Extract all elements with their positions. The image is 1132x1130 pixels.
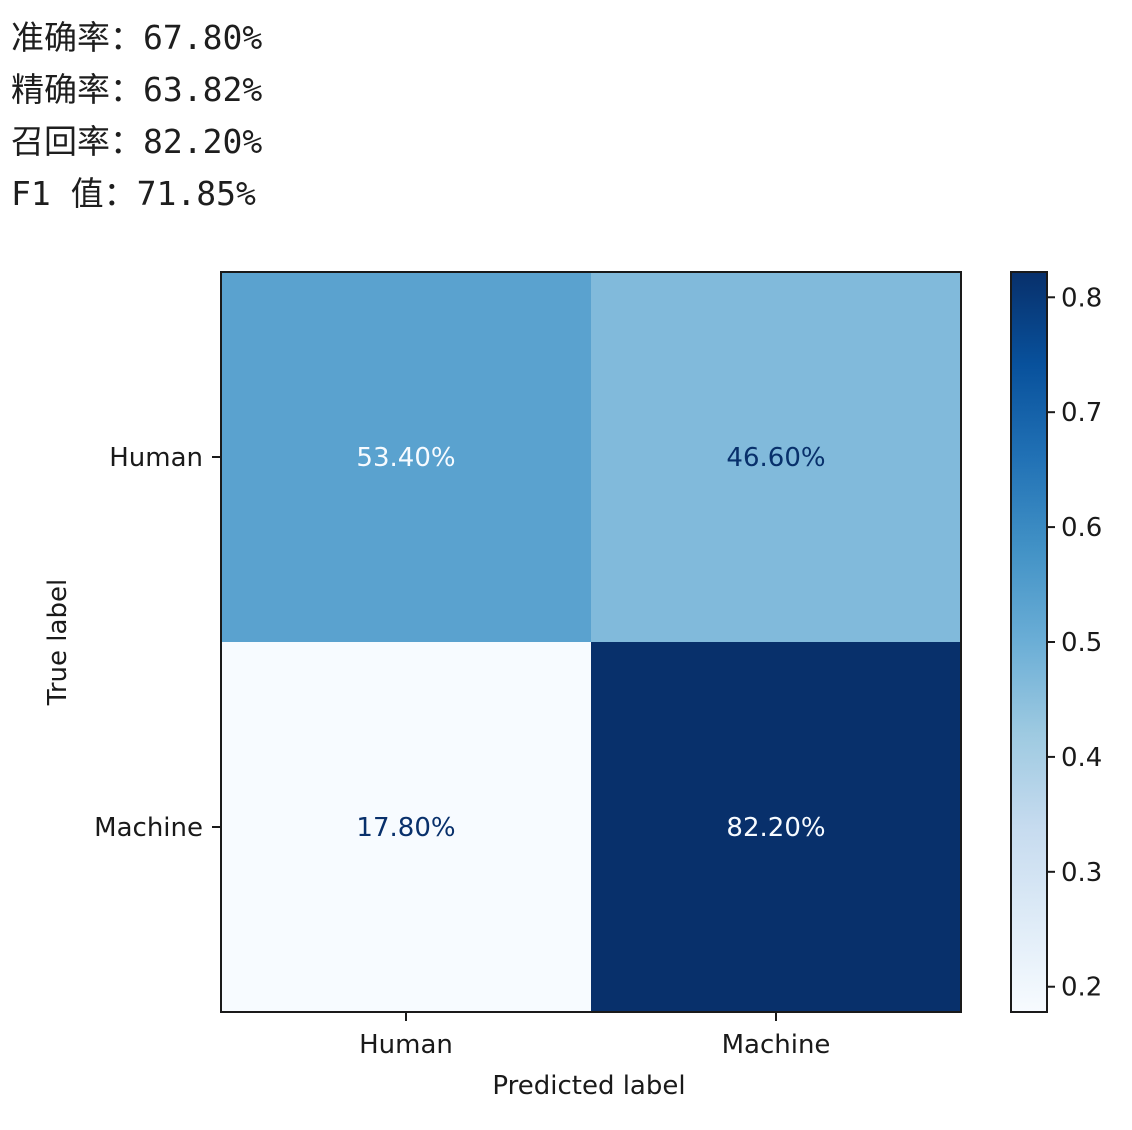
colorbar-tick-label: 0.3 xyxy=(1061,858,1102,888)
x-axis-label: Predicted label xyxy=(492,1071,685,1101)
heatmap-cell xyxy=(221,642,591,1012)
x-axis: Human Machine xyxy=(359,1012,830,1060)
metric-separator: ： xyxy=(110,18,143,57)
metric-value: 63.82% xyxy=(143,70,263,109)
metric-separator: ： xyxy=(110,70,143,109)
heatmap-cell xyxy=(591,272,961,642)
metric-accuracy: 准确率：67.80% xyxy=(11,12,262,64)
metric-separator: ： xyxy=(103,174,137,213)
x-tick-label: Machine xyxy=(722,1030,831,1060)
metric-separator: ： xyxy=(110,122,143,161)
x-tick-label: Human xyxy=(359,1030,453,1060)
cell-value-label: 46.60% xyxy=(726,443,825,473)
metric-value: 67.80% xyxy=(143,18,263,57)
heatmap-cell xyxy=(591,642,961,1012)
metric-label: F1 值 xyxy=(11,174,104,213)
y-axis: Human Machine xyxy=(94,443,221,843)
metric-recall: 召回率：82.20% xyxy=(11,116,262,168)
y-axis-label: True label xyxy=(43,579,73,706)
heatmap-cells: 53.40% 46.60% 17.80% 82.20% xyxy=(221,272,961,1012)
colorbar-tick-label: 0.2 xyxy=(1061,973,1102,1003)
colorbar-tick-label: 0.5 xyxy=(1061,628,1102,658)
metric-label: 准确率 xyxy=(11,18,110,57)
colorbar-tick-label: 0.7 xyxy=(1061,398,1102,428)
metric-label: 召回率 xyxy=(11,122,110,161)
cell-value-label: 53.40% xyxy=(356,443,455,473)
colorbar-tick-label: 0.6 xyxy=(1061,513,1102,543)
metric-value: 82.20% xyxy=(143,122,263,161)
colorbar-axis: 0.2 0.3 0.4 0.5 0.6 0.7 0.8 xyxy=(1047,283,1102,1003)
metric-f1: F1 值：71.85% xyxy=(11,168,262,220)
metric-value: 71.85% xyxy=(136,174,256,213)
cell-value-label: 82.20% xyxy=(726,813,825,843)
metric-label: 精确率 xyxy=(11,70,110,109)
y-tick-label: Machine xyxy=(94,813,203,843)
plot-frame xyxy=(220,271,962,1013)
colorbar-tick-label: 0.4 xyxy=(1061,743,1102,773)
metric-precision: 精确率：63.82% xyxy=(11,64,262,116)
y-tick-label: Human xyxy=(109,443,203,473)
cell-value-label: 17.80% xyxy=(356,813,455,843)
heatmap-cell xyxy=(221,272,591,642)
colorbar-tick-label: 0.8 xyxy=(1061,283,1102,313)
metrics-panel: 准确率：67.80% 精确率：63.82% 召回率：82.20% F1 值：71… xyxy=(11,12,262,220)
colorbar-gradient xyxy=(1011,272,1047,1012)
